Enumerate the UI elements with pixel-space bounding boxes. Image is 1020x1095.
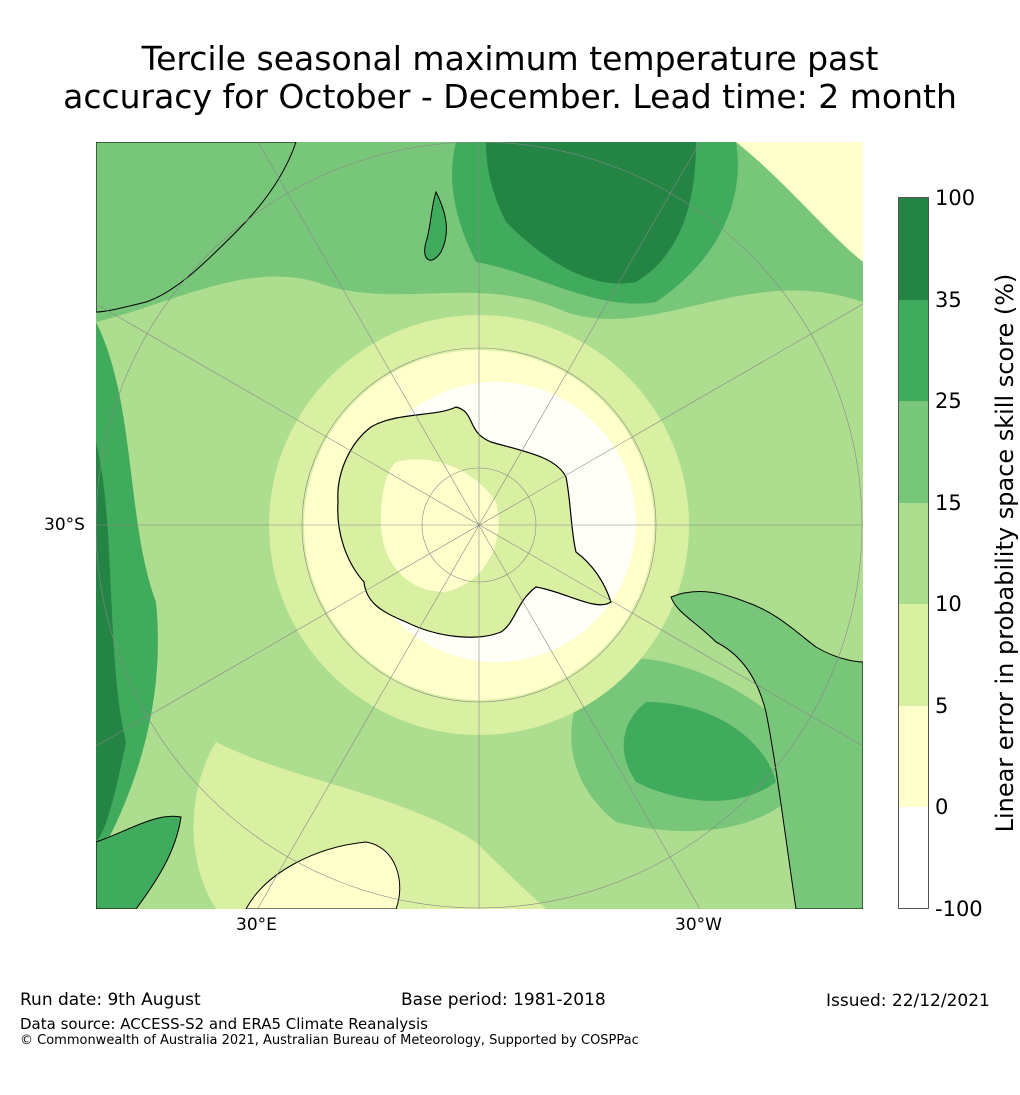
colorbar-tick: 25 bbox=[935, 389, 962, 413]
data-source: Data source: ACCESS-S2 and ERA5 Climate … bbox=[20, 1015, 428, 1033]
australia-outline bbox=[96, 142, 297, 313]
colorbar-bin-10-15 bbox=[899, 503, 928, 604]
colorbar-tick: 15 bbox=[935, 491, 962, 515]
skill-region-pacific-high bbox=[486, 142, 696, 284]
colorbar bbox=[898, 197, 929, 909]
graticule bbox=[96, 142, 863, 909]
colorbar-bin-15-25 bbox=[899, 401, 928, 503]
chart-title: Tercile seasonal maximum temperature pas… bbox=[0, 40, 1020, 116]
colorbar-tick: 0 bbox=[935, 795, 949, 819]
lon-label-30e: 30°E bbox=[236, 915, 277, 935]
africa-tip-outline bbox=[96, 815, 182, 909]
colorbar-tick: 5 bbox=[935, 694, 949, 718]
colorbar-bin-0-5 bbox=[899, 706, 928, 807]
south-america-outline bbox=[670, 591, 863, 909]
colorbar-label: Linear error in probability space skill … bbox=[991, 273, 1019, 833]
madagascar-region-outline bbox=[245, 841, 401, 909]
skill-region-southeast-high bbox=[623, 702, 776, 801]
colorbar-bin-25-35 bbox=[899, 300, 928, 401]
base-period: Base period: 1981-2018 bbox=[401, 990, 606, 1010]
polar-map bbox=[96, 142, 863, 909]
meridian-60w bbox=[96, 303, 863, 747]
colorbar-bin-neg100-0 bbox=[899, 807, 928, 908]
issued-date: Issued: 22/12/2021 bbox=[826, 991, 990, 1011]
colorbar-bin-5-10 bbox=[899, 604, 928, 706]
skill-region-northeast-low bbox=[736, 142, 863, 262]
title-line-2: accuracy for October - December. Lead ti… bbox=[63, 77, 957, 116]
colorbar-tick: 100 bbox=[935, 186, 976, 210]
colorbar-tick: -100 bbox=[935, 897, 983, 921]
new-zealand-outline bbox=[424, 190, 447, 261]
antarctica-interior bbox=[381, 459, 499, 592]
colorbar-tick: 10 bbox=[935, 592, 962, 616]
colorbar-tick: 35 bbox=[935, 288, 962, 312]
lat-label-30s: 30°S bbox=[44, 515, 85, 535]
colorbar-bin-35-100 bbox=[899, 198, 928, 300]
map-svg bbox=[96, 142, 863, 909]
copyright: © Commonwealth of Australia 2021, Austra… bbox=[20, 1033, 639, 1048]
title-line-1: Tercile seasonal maximum temperature pas… bbox=[141, 39, 879, 78]
lon-label-30w: 30°W bbox=[675, 915, 722, 935]
run-date: Run date: 9th August bbox=[20, 990, 201, 1010]
